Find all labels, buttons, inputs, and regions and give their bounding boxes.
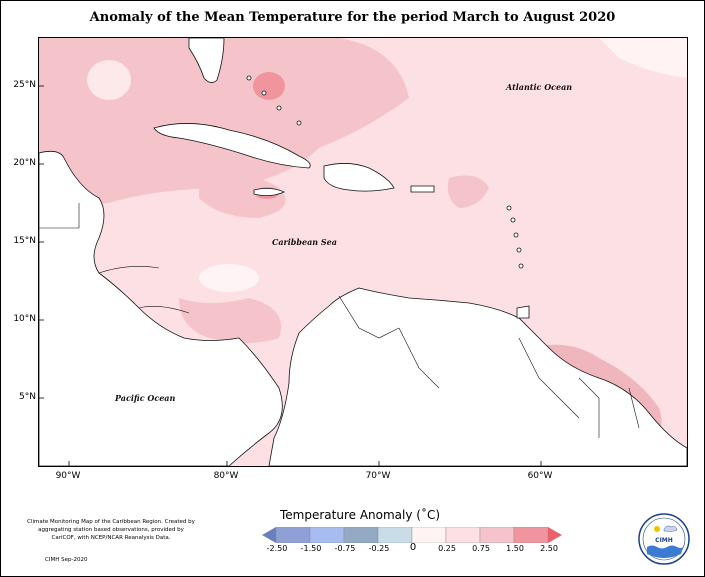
legend-swatch-8 <box>513 527 549 543</box>
legend-tick: 0 <box>409 542 417 553</box>
credits-date: CIMH Sep-2020 <box>45 557 88 563</box>
land-outlines <box>39 38 687 466</box>
legend-title: Temperature Anomaly (˚C) <box>279 508 441 522</box>
anomaly-field-1.50-bahamas <box>253 72 285 100</box>
legend-arrow-high <box>548 527 562 543</box>
legend-tick: -0.75 <box>334 544 356 553</box>
lon-label-70w: 70°W <box>365 471 391 481</box>
map-title: Anomaly of the Mean Temperature for the … <box>89 10 616 25</box>
lat-label-25n: 25°N <box>13 80 36 90</box>
cimh-logo: CIMH <box>638 513 690 565</box>
legend-swatch-7 <box>479 527 515 543</box>
legend-tick: 1.50 <box>506 544 524 553</box>
legend-swatch-6 <box>445 527 481 543</box>
anomaly-patch-light-3 <box>199 264 259 292</box>
legend-swatch-3 <box>343 527 379 543</box>
lon-label-80w: 80°W <box>213 471 239 481</box>
anomaly-field-0.75-jamaica <box>199 174 286 218</box>
anomaly-patch-light <box>599 38 687 78</box>
caribbean-sea-label: Caribbean Sea <box>272 237 337 247</box>
legend-arrow-low <box>262 527 276 543</box>
lat-label-5n: 5°N <box>19 392 36 402</box>
legend-swatch-1 <box>275 527 311 543</box>
lon-label-90w: 90°W <box>55 471 81 481</box>
anomaly-map <box>38 37 688 467</box>
legend-tick: -1.50 <box>300 544 322 553</box>
legend-tick: 0.25 <box>438 544 456 553</box>
axis-ticks <box>39 85 542 466</box>
country-borders <box>39 203 640 438</box>
legend-tick: -0.25 <box>368 544 390 553</box>
waves-icon <box>647 545 683 558</box>
legend-tick: 0.75 <box>472 544 490 553</box>
lat-label-15n: 15°N <box>13 236 36 246</box>
anomaly-field-0.75-panama <box>179 298 281 343</box>
legend-swatch-2 <box>309 527 345 543</box>
legend-colorbar <box>262 527 562 543</box>
map-credits: Climate Monitoring Map of the Caribbean … <box>27 519 195 541</box>
atlantic-ocean-label: Atlantic Ocean <box>506 82 573 92</box>
sun-icon <box>654 526 660 532</box>
legend-swatch-4 <box>377 527 413 543</box>
anomaly-patch-light-2 <box>87 60 131 100</box>
legend-swatch-5 <box>411 527 447 543</box>
pacific-ocean-label: Pacific Ocean <box>115 393 176 403</box>
legend-tick: 2.50 <box>540 544 558 553</box>
legend-tick: -2.50 <box>266 544 288 553</box>
cloud-icon <box>663 525 678 532</box>
lat-label-10n: 10°N <box>13 314 36 324</box>
anomaly-field-0.75-north <box>39 38 409 204</box>
lon-label-60w: 60°W <box>527 471 553 481</box>
logo-label: CIMH <box>655 537 673 544</box>
anomaly-field-0.75-pr <box>447 175 489 208</box>
lat-label-20n: 20°N <box>13 158 36 168</box>
